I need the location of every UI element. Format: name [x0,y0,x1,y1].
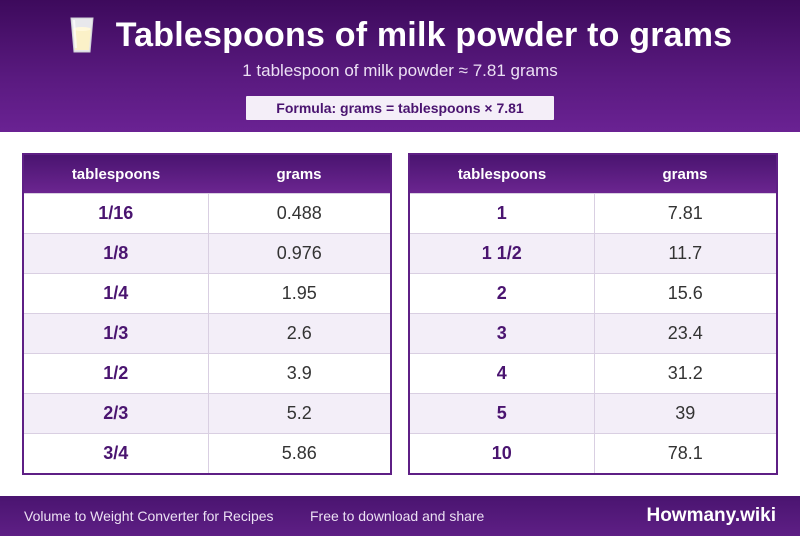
tablespoons-cell: 1/4 [23,273,209,314]
grams-cell: 1.95 [208,273,391,314]
conversion-table-right: tablespoons grams 1 7.81 1 1/2 11.7 2 15… [408,153,778,475]
tablespoons-cell: 1/8 [23,233,209,274]
footer-converter-text: Volume to Weight Converter for Recipes [24,508,274,524]
grams-cell: 31.2 [594,353,777,394]
tablespoons-cell: 2 [409,273,595,314]
tablespoons-cell: 3 [409,313,595,354]
milk-glass-icon [68,15,96,55]
table-row: 1/2 3.9 [23,353,391,394]
table-row: 2/3 5.2 [23,393,391,434]
column-header-tablespoons: tablespoons [409,154,594,194]
page-title: Tablespoons of milk powder to grams [115,15,733,54]
tablespoons-cell: 2/3 [23,393,209,434]
tablespoons-cell: 10 [409,433,595,474]
grams-cell: 5.86 [208,433,391,474]
grams-cell: 3.9 [208,353,391,394]
tablespoons-cell: 1/2 [23,353,209,394]
column-header-grams: grams [594,154,777,194]
table-header-row: tablespoons grams [409,154,777,194]
table-row: 3 23.4 [409,313,777,354]
tablespoons-cell: 4 [409,353,595,394]
grams-cell: 0.976 [208,233,391,274]
subtitle: 1 tablespoon of milk powder ≈ 7.81 grams [242,61,558,80]
table-row: 5 39 [409,393,777,434]
tablespoons-cell: 1 1/2 [409,233,595,274]
grams-cell: 7.81 [594,193,777,234]
column-header-tablespoons: tablespoons [23,154,208,194]
table-row: 2 15.6 [409,273,777,314]
conversion-table-left: tablespoons grams 1/16 0.488 1/8 0.976 1… [22,153,392,475]
grams-cell: 5.2 [208,393,391,434]
grams-cell: 11.7 [594,233,777,274]
header: Tablespoons of milk powder to grams 1 ta… [0,0,800,132]
tablespoons-cell: 1 [409,193,595,234]
footer-share-text: Free to download and share [310,508,485,524]
table-row: 1/16 0.488 [23,193,391,234]
grams-cell: 23.4 [594,313,777,354]
footer: Volume to Weight Converter for Recipes F… [0,496,800,536]
table-row: 1/8 0.976 [23,233,391,274]
tablespoons-cell: 1/16 [23,193,209,234]
table-row: 1/3 2.6 [23,313,391,354]
tablespoons-cell: 1/3 [23,313,209,354]
grams-cell: 39 [594,393,777,434]
table-row: 4 31.2 [409,353,777,394]
brand-logo-text[interactable]: Howmany.wiki [646,505,776,526]
grams-cell: 15.6 [594,273,777,314]
grams-cell: 0.488 [208,193,391,234]
tablespoons-cell: 3/4 [23,433,209,474]
table-row: 10 78.1 [409,433,777,474]
grams-cell: 78.1 [594,433,777,474]
table-row: 1/4 1.95 [23,273,391,314]
tablespoons-cell: 5 [409,393,595,434]
table-row: 3/4 5.86 [23,433,391,474]
formula-badge: Formula: grams = tablespoons × 7.81 [246,96,554,120]
table-row: 1 7.81 [409,193,777,234]
column-header-grams: grams [208,154,391,194]
title-row: Tablespoons of milk powder to grams [0,12,800,58]
table-row: 1 1/2 11.7 [409,233,777,274]
grams-cell: 2.6 [208,313,391,354]
table-header-row: tablespoons grams [23,154,391,194]
